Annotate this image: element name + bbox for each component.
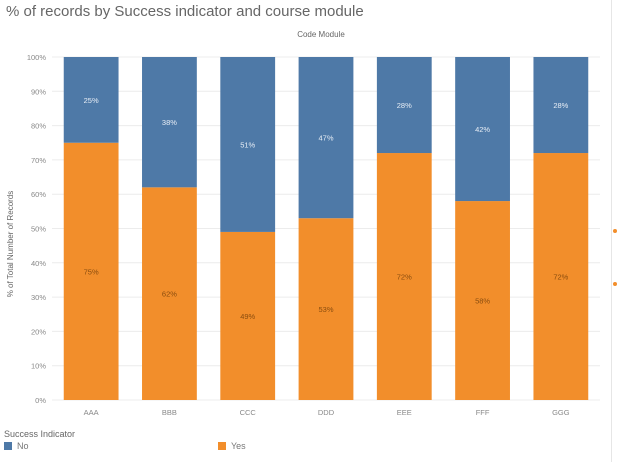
legend-item-yes[interactable]: Yes bbox=[218, 441, 246, 451]
data-label-no: 47% bbox=[318, 134, 333, 143]
y-tick-label: 70% bbox=[31, 156, 46, 165]
y-axis-ticks: 0% 10% 20% 30% 40% 50% 60% 70% 80% 90% 100% bbox=[27, 53, 47, 405]
y-tick-label: 30% bbox=[31, 293, 46, 302]
legend-swatch-no bbox=[4, 442, 12, 450]
y-tick-label: 60% bbox=[31, 190, 46, 199]
y-tick-label: 0% bbox=[35, 396, 46, 405]
y-tick-label: 100% bbox=[27, 53, 47, 62]
bar-segment-no[interactable] bbox=[63, 57, 119, 143]
bar-segment-yes[interactable] bbox=[142, 187, 197, 400]
bar-segment-no[interactable] bbox=[298, 57, 354, 219]
bar-segment-yes[interactable] bbox=[533, 153, 589, 400]
chart-area: Code Module % of Total Number of Records… bbox=[0, 24, 617, 442]
legend: Success Indicator No Yes bbox=[4, 429, 604, 459]
y-axis-label: % of Total Number of Records bbox=[6, 191, 15, 298]
side-panel-marker bbox=[613, 282, 617, 286]
x-tick-label: EEE bbox=[397, 408, 412, 417]
x-tick-label: GGG bbox=[552, 408, 570, 417]
legend-title: Success Indicator bbox=[4, 429, 76, 439]
x-tick-label: CCC bbox=[240, 408, 257, 417]
y-tick-label: 10% bbox=[31, 362, 46, 371]
data-label-yes: 49% bbox=[240, 312, 255, 321]
data-label-yes: 58% bbox=[475, 297, 490, 306]
legend-swatch-yes bbox=[218, 442, 226, 450]
y-tick-label: 80% bbox=[31, 122, 46, 131]
bar-segment-yes[interactable] bbox=[220, 231, 276, 400]
legend-label-no: No bbox=[17, 441, 29, 451]
x-tick-label: DDD bbox=[318, 408, 335, 417]
bar-segment-yes[interactable] bbox=[63, 142, 119, 400]
side-panel-divider bbox=[611, 0, 612, 462]
data-label-no: 51% bbox=[240, 140, 255, 149]
column-header: Code Module bbox=[297, 30, 345, 39]
data-label-no: 28% bbox=[553, 101, 568, 110]
bar-segment-no[interactable] bbox=[533, 57, 589, 154]
data-label-yes: 53% bbox=[318, 305, 333, 314]
bar-segment-no[interactable] bbox=[220, 57, 276, 232]
y-tick-label: 50% bbox=[31, 225, 46, 234]
stacked-bar-chart: Code Module % of Total Number of Records… bbox=[6, 30, 600, 417]
bars bbox=[63, 57, 589, 400]
y-tick-label: 20% bbox=[31, 327, 46, 336]
data-label-yes: 62% bbox=[162, 290, 177, 299]
chart-title: % of records by Success indicator and co… bbox=[6, 3, 364, 20]
legend-label-yes: Yes bbox=[231, 441, 246, 451]
data-labels: 75% 25% 62% 38% 49% 51% 53% 47% 72% 28% 58% 42% 72% 2… bbox=[84, 96, 569, 321]
bar-segment-yes[interactable] bbox=[376, 153, 432, 400]
data-label-no: 38% bbox=[162, 118, 177, 127]
x-tick-label: AAA bbox=[84, 408, 99, 417]
data-label-no: 42% bbox=[475, 125, 490, 134]
data-label-no: 25% bbox=[84, 96, 99, 105]
x-tick-label: FFF bbox=[476, 408, 490, 417]
side-panel-marker bbox=[613, 229, 617, 233]
bar-segment-no[interactable] bbox=[376, 57, 432, 154]
data-label-no: 28% bbox=[397, 101, 412, 110]
y-tick-label: 90% bbox=[31, 87, 46, 96]
legend-item-no[interactable]: No bbox=[4, 441, 29, 451]
y-tick-label: 40% bbox=[31, 259, 46, 268]
bar-segment-yes[interactable] bbox=[298, 218, 354, 400]
bar-segment-no[interactable] bbox=[142, 57, 197, 188]
x-axis-ticks: AAA BBB CCC DDD EEE FFF GGG bbox=[84, 408, 570, 417]
x-tick-label: BBB bbox=[162, 408, 177, 417]
data-label-yes: 72% bbox=[397, 273, 412, 282]
data-label-yes: 72% bbox=[553, 273, 568, 282]
bar-segment-yes[interactable] bbox=[455, 201, 510, 400]
data-label-yes: 75% bbox=[84, 267, 99, 276]
bar-segment-no[interactable] bbox=[455, 57, 510, 202]
